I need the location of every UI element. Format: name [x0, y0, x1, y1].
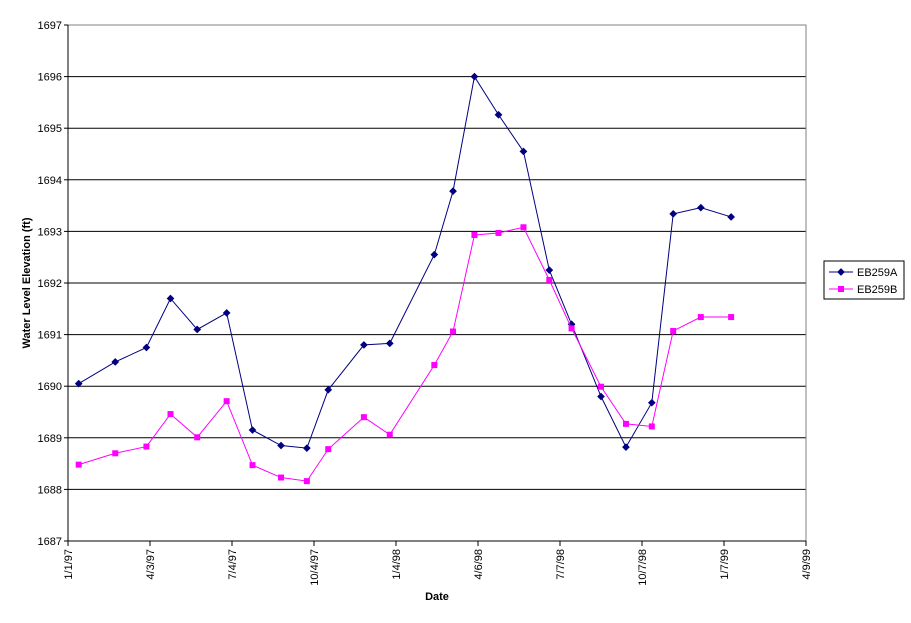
y-tick-label: 1688 — [38, 484, 62, 496]
y-tick-label: 1690 — [38, 381, 62, 393]
data-point-eb259b — [728, 314, 735, 321]
legend-label-eb259b: EB259B — [857, 284, 897, 296]
legend-marker-eb259a — [837, 268, 845, 276]
data-point-eb259b — [325, 446, 332, 453]
x-tick-label: 1/4/98 — [391, 549, 403, 580]
legend-item-eb259a: EB259A — [829, 267, 898, 279]
y-tick-label: 1692 — [38, 278, 62, 290]
y-axis-title: Water Level Elevation (ft) — [21, 217, 33, 348]
data-point-eb259b — [622, 420, 629, 427]
y-tick-label: 1695 — [38, 123, 62, 135]
data-point-eb259a — [727, 212, 736, 221]
legend-label-eb259a: EB259A — [857, 267, 898, 279]
data-point-eb259b — [598, 383, 604, 390]
data-point-eb259a — [302, 444, 311, 453]
data-point-eb259b — [450, 328, 457, 335]
x-tick-label: 10/7/98 — [637, 549, 649, 586]
x-tick-label: 7/4/97 — [227, 549, 239, 580]
x-tick-label: 1/1/97 — [63, 549, 75, 580]
legend-box — [823, 260, 905, 300]
y-tick-label: 1693 — [38, 226, 62, 238]
series-layer — [74, 72, 736, 485]
data-point-eb259b — [471, 232, 478, 239]
data-point-eb259b — [568, 325, 575, 332]
data-point-eb259b — [303, 478, 310, 485]
data-point-eb259a — [494, 110, 503, 119]
data-point-eb259b — [648, 423, 655, 430]
data-point-eb259a — [385, 339, 394, 348]
data-point-eb259b — [75, 461, 82, 468]
data-point-eb259a — [111, 357, 120, 366]
data-point-eb259b — [546, 276, 553, 283]
legend-marker-eb259b — [838, 286, 844, 292]
data-point-eb259a — [669, 209, 678, 218]
data-point-eb259a — [248, 426, 257, 435]
data-point-eb259a — [647, 398, 656, 407]
data-point-eb259b — [670, 327, 677, 334]
x-axis-title: Date — [425, 591, 449, 603]
data-point-eb259b — [386, 431, 393, 438]
legend: EB259A EB259B — [823, 260, 905, 300]
x-tick-label: 7/7/98 — [555, 549, 567, 580]
data-point-eb259b — [167, 411, 174, 418]
y-tick-label: 1697 — [38, 20, 62, 32]
data-point-eb259b — [360, 414, 367, 421]
data-point-eb259b — [278, 474, 285, 481]
data-point-eb259a — [519, 147, 528, 156]
data-point-eb259a — [142, 343, 151, 352]
x-tick-label: 4/3/97 — [145, 549, 157, 580]
x-tick-label: 10/4/97 — [309, 549, 321, 586]
data-point-eb259a — [193, 325, 202, 334]
data-point-eb259b — [112, 450, 119, 457]
data-point-eb259a — [449, 187, 457, 196]
series-eb259b — [75, 224, 735, 485]
y-tick-label: 1689 — [38, 433, 62, 445]
data-point-eb259a — [277, 441, 285, 450]
y-tick-label: 1696 — [38, 72, 62, 84]
data-point-eb259a — [324, 385, 333, 394]
data-point-eb259a — [222, 308, 231, 317]
y-tick-label: 1694 — [38, 175, 62, 187]
data-point-eb259b — [143, 443, 150, 450]
data-point-eb259b — [520, 224, 527, 231]
data-point-eb259a — [166, 294, 175, 303]
data-point-eb259b — [223, 398, 230, 405]
series-eb259a — [74, 72, 736, 453]
data-point-eb259a — [696, 203, 705, 212]
legend-item-eb259b: EB259B — [829, 284, 897, 296]
axes: 1687 1688 1689 1690 1691 1692 1693 1694 1695 1696… — [38, 20, 813, 586]
x-tick-label: 4/6/98 — [473, 549, 485, 580]
data-point-eb259b — [249, 462, 256, 469]
x-tick-label: 1/7/99 — [719, 549, 731, 580]
data-point-eb259b — [194, 434, 201, 441]
x-tick-label: 4/9/99 — [801, 549, 813, 580]
data-point-eb259a — [470, 72, 479, 81]
data-point-eb259a — [430, 250, 439, 259]
data-point-eb259a — [597, 392, 605, 401]
data-point-eb259b — [431, 362, 438, 369]
data-point-eb259a — [622, 443, 630, 452]
data-point-eb259a — [545, 266, 554, 275]
y-tick-label: 1691 — [38, 330, 62, 342]
data-point-eb259b — [697, 314, 704, 321]
data-point-eb259b — [495, 229, 502, 236]
data-point-eb259a — [74, 379, 83, 388]
data-point-eb259a — [359, 340, 368, 349]
y-tick-label: 1687 — [38, 536, 62, 548]
